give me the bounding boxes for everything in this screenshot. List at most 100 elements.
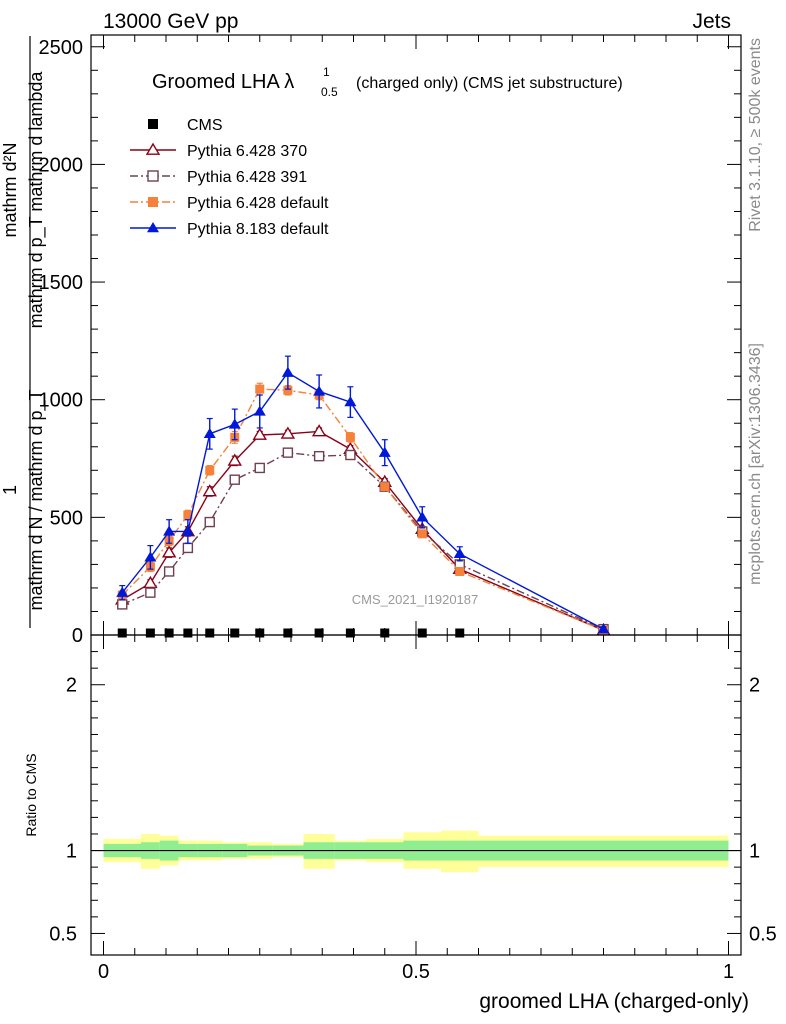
- ratio-y-tick-label: 0.5: [49, 923, 77, 945]
- point-pythia6_default: [255, 384, 265, 394]
- ratio-bands: [91, 830, 741, 873]
- point-cms: [230, 628, 240, 638]
- legend-item-pythia8_default: Pythia 8.183 default: [130, 221, 329, 238]
- point-pythia6_391: [145, 587, 156, 598]
- legend-marker-pythia6_391: [147, 170, 159, 182]
- point-cms: [283, 628, 293, 638]
- point-pythia8_default: [313, 385, 326, 396]
- y-tick-label: 500: [50, 507, 83, 529]
- point-pythia8_default: [228, 418, 241, 429]
- point-pythia8_default: [163, 525, 176, 536]
- y-tick-label: 1000: [39, 390, 84, 412]
- point-pythia6_391: [345, 449, 356, 461]
- point-pythia8_default: [144, 551, 157, 562]
- point-pythia6_391: [282, 447, 294, 458]
- point-pythia6_370: [280, 426, 296, 439]
- y-tick-label: 2500: [39, 37, 84, 59]
- ratio-tick-labels: 0.5 0.5 1 1 2 2 0 0.5 1: [49, 675, 777, 983]
- ratio-frame: [90, 634, 742, 956]
- legend-label-pythia6_391: Pythia 6.428 391: [187, 169, 307, 186]
- series-cms: [117, 628, 465, 638]
- point-pythia8_default: [203, 427, 216, 439]
- point-pythia6_default: [183, 510, 193, 520]
- point-pythia6_default: [205, 465, 215, 475]
- point-pythia6_370: [252, 427, 267, 440]
- y-label-den: mathrm d N / mathrm d p_T: [26, 389, 47, 610]
- point-pythia8_default: [181, 525, 194, 536]
- point-pythia6_default: [380, 482, 390, 492]
- mcplots-label: mcplots.cern.ch [arXiv:1306.3436]: [747, 343, 764, 585]
- x-tick-label: 1: [723, 961, 734, 983]
- x-tick-label: 0: [98, 961, 109, 983]
- point-cms: [255, 628, 265, 638]
- main-axis-ticks: [91, 35, 741, 636]
- chart-title: Groomed LHA λ 1 0.5 (charged only) (CMS …: [152, 65, 623, 99]
- point-cms: [205, 628, 215, 638]
- y-label-num2: mathrm d²N: [0, 142, 20, 237]
- title-tail: (charged only) (CMS jet substructure): [356, 75, 623, 92]
- legend-marker-pythia8_default: [147, 222, 159, 233]
- point-pythia8_default: [378, 446, 391, 457]
- legend-marker-cms: [148, 119, 158, 129]
- legend: CMS Pythia 6.428 370 Pythia 6.428 391 Pythi…: [130, 117, 329, 238]
- series-line-pythia6_391: [121, 451, 604, 630]
- point-pythia6_391: [229, 474, 240, 485]
- main-y-label: 1 mathrm d N / mathrm d p_T mathrm d²N m…: [0, 36, 47, 628]
- title-sub: 0.5: [321, 85, 338, 99]
- point-pythia6_391: [204, 516, 215, 528]
- main-data-series: [115, 355, 611, 638]
- legend-item-pythia6_default: Pythia 6.428 default: [130, 195, 329, 212]
- ratio-axis-ticks: [91, 635, 741, 955]
- point-pythia8_default: [597, 623, 610, 634]
- ratio-panel: 0.5 0.5 1 1 2 2 0 0.5 1: [49, 634, 777, 983]
- point-cms: [345, 628, 355, 638]
- point-pythia6_default: [345, 432, 355, 442]
- point-pythia6_370: [311, 424, 327, 437]
- point-pythia6_391: [163, 566, 175, 577]
- series-pythia8_default: [116, 355, 610, 634]
- point-pythia8_default: [281, 366, 294, 377]
- point-pythia6_391: [182, 542, 194, 554]
- rivet-label: Rivet 3.1.10, ≥ 500k events: [747, 38, 764, 232]
- point-cms: [380, 628, 390, 638]
- point-pythia6_391: [254, 462, 265, 474]
- ratio-y-tick-label-right: 2: [749, 675, 760, 697]
- legend-label-cms: CMS: [187, 117, 223, 134]
- point-cms: [314, 628, 324, 638]
- point-pythia8_default: [416, 511, 429, 522]
- watermark: CMS_2021_I1920187: [352, 592, 479, 607]
- point-cms: [417, 628, 427, 638]
- point-cms: [455, 628, 465, 638]
- x-tick-label: 0.5: [402, 961, 430, 983]
- ratio-y-tick-label-right: 1: [749, 841, 760, 863]
- y-label-num: 1: [0, 485, 20, 495]
- series-line-pythia6_default: [121, 388, 604, 631]
- title-sup: 1: [323, 65, 330, 79]
- legend-label-pythia8_default: Pythia 8.183 default: [187, 221, 329, 238]
- point-cms: [117, 628, 127, 638]
- legend-marker-pythia6_370: [145, 142, 161, 155]
- legend-label-pythia6_370: Pythia 6.428 370: [187, 143, 307, 160]
- header-right: Jets: [692, 10, 731, 33]
- y-tick-label: 2000: [39, 154, 84, 176]
- legend-label-pythia6_default: Pythia 6.428 default: [187, 195, 329, 212]
- point-pythia8_default: [253, 405, 266, 416]
- point-pythia8_default: [116, 586, 129, 597]
- main-panel: 0 500 1000 1500 2000 2500 CMS_2021_I1920187 G…: [39, 34, 742, 647]
- point-pythia6_default: [455, 566, 465, 576]
- legend-item-cms: CMS: [148, 117, 223, 134]
- point-pythia6_391: [313, 450, 325, 462]
- main-tick-labels: 0 500 1000 1500 2000 2500: [39, 37, 84, 647]
- point-cms: [164, 628, 174, 638]
- legend-marker-pythia6_default: [148, 197, 158, 207]
- ratio-y-tick-label: 1: [66, 841, 77, 863]
- series-line-pythia6_370: [121, 430, 604, 631]
- point-cms: [145, 628, 155, 638]
- series-line-pythia8_default: [121, 371, 604, 630]
- ratio-y-tick-label-right: 0.5: [749, 923, 777, 945]
- header-left: 13000 GeV pp: [103, 10, 238, 33]
- y-tick-label: 1500: [39, 272, 84, 294]
- ratio-y-label: Ratio to CMS: [23, 753, 39, 836]
- point-pythia8_default: [453, 547, 466, 559]
